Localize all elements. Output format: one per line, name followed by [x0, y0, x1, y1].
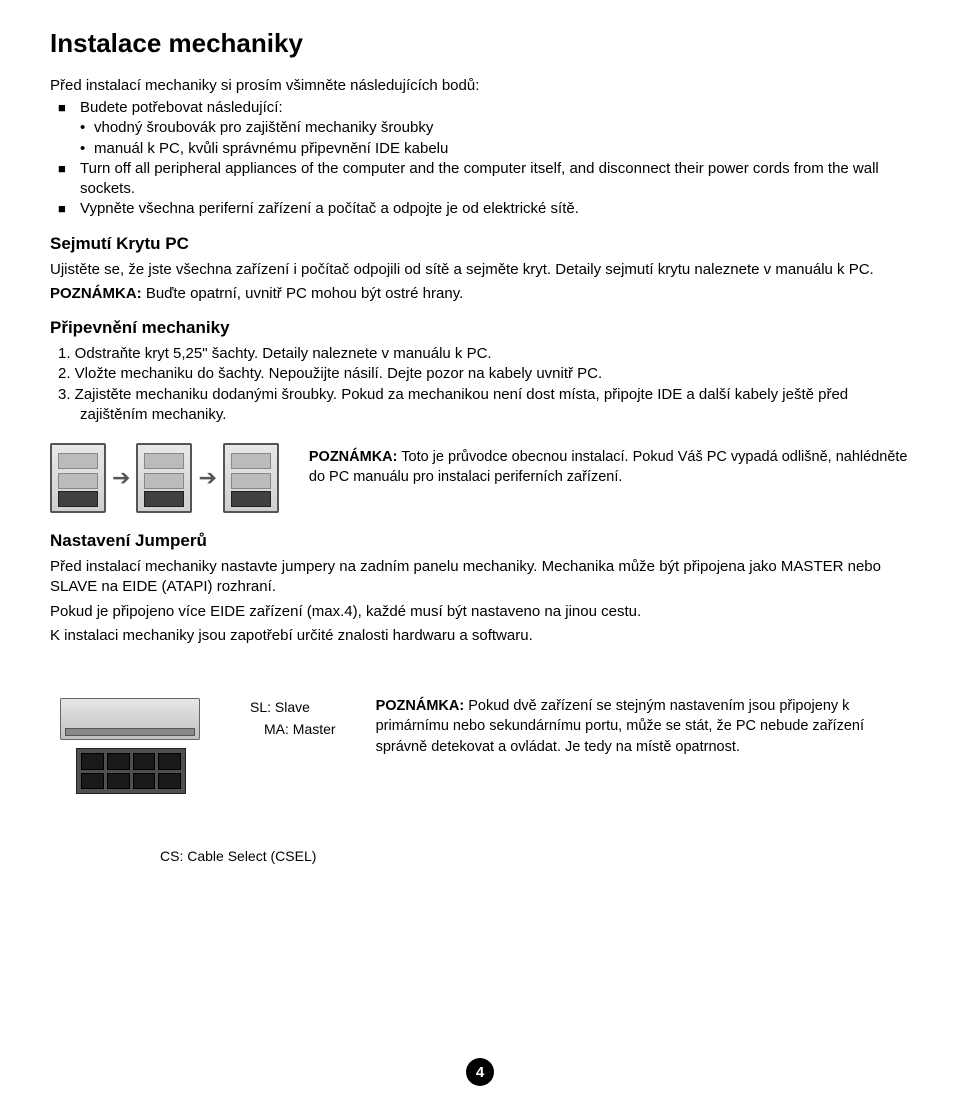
- page-number-badge: 4: [466, 1058, 494, 1086]
- jumper-figure-row: SL: Slave MA: Master POZNÁMKA: Pokud dvě…: [50, 688, 910, 798]
- section-paragraph: Ujistěte se, že jste všechna zařízení i …: [50, 260, 910, 280]
- note-label: POZNÁMKA:: [376, 698, 465, 714]
- drive-illustration: [50, 688, 210, 798]
- page-title: Instalace mechaniky: [50, 28, 910, 59]
- num-item: 3. Zajistěte mechaniku dodanými šroubky.…: [58, 385, 910, 426]
- numbered-list: 1. Odstraňte kryt 5,25" šachty. Detaily …: [50, 344, 910, 425]
- master-label: MA: Master: [250, 718, 336, 740]
- requirements-list: Budete potřebovat následující:: [50, 98, 910, 118]
- section-note: POZNÁMKA: Buďte opatrní, uvnitř PC mohou…: [50, 284, 910, 304]
- dot-item: manuál k PC, kvůli správnému připevnění …: [80, 139, 910, 159]
- bullet-item: Vypněte všechna periferní zařízení a poč…: [58, 199, 910, 219]
- section-paragraph: Před instalací mechaniky nastavte jumper…: [50, 557, 910, 598]
- cable-select-label: CS: Cable Select (CSEL): [160, 848, 910, 864]
- note-body: Toto je průvodce obecnou instalací. Poku…: [309, 449, 908, 485]
- num-item: 1. Odstraňte kryt 5,25" šachty. Detaily …: [58, 344, 910, 364]
- dot-item: vhodný šroubovák pro zajištění mechaniky…: [80, 118, 910, 138]
- section-title-remove-cover: Sejmutí Krytu PC: [50, 234, 910, 254]
- sub-list: vhodný šroubovák pro zajištění mechaniky…: [50, 118, 910, 159]
- pc-case-sequence: ➔ ➔: [50, 443, 279, 513]
- section-paragraph: K instalaci mechaniky jsou zapotřebí urč…: [50, 626, 910, 646]
- pc-case-icon: [50, 443, 106, 513]
- bullet-item: Turn off all peripheral appliances of th…: [58, 159, 910, 200]
- section-paragraph: Pokud je připojeno více EIDE zařízení (m…: [50, 602, 910, 622]
- note-body: Buďte opatrní, uvnitř PC mohou být ostré…: [142, 285, 464, 302]
- jumper-labels: SL: Slave MA: Master: [250, 688, 336, 741]
- arrow-icon: ➔: [112, 465, 130, 491]
- intro-text: Před instalací mechaniky si prosím všimn…: [50, 77, 910, 94]
- jumper-grid-icon: [76, 748, 186, 794]
- pc-case-icon: [136, 443, 192, 513]
- num-item: 2. Vložte mechaniku do šachty. Nepoužijt…: [58, 364, 910, 384]
- section-title-mount: Připevnění mechaniky: [50, 318, 910, 338]
- jumper-note: POZNÁMKA: Pokud dvě zařízení se stejným …: [376, 688, 910, 757]
- pc-case-icon: [223, 443, 279, 513]
- requirements-list-2: Turn off all peripheral appliances of th…: [50, 159, 910, 220]
- section-title-jumpers: Nastavení Jumperů: [50, 531, 910, 551]
- note-label: POZNÁMKA:: [50, 285, 142, 302]
- note-label: POZNÁMKA:: [309, 449, 398, 465]
- bullet-item: Budete potřebovat následující:: [58, 98, 910, 118]
- arrow-icon: ➔: [198, 465, 216, 491]
- figure-note: POZNÁMKA: Toto je průvodce obecnou insta…: [309, 443, 910, 488]
- slave-label: SL: Slave: [250, 696, 336, 718]
- installation-figure-row: ➔ ➔ POZNÁMKA: Toto je průvodce obecnou i…: [50, 443, 910, 513]
